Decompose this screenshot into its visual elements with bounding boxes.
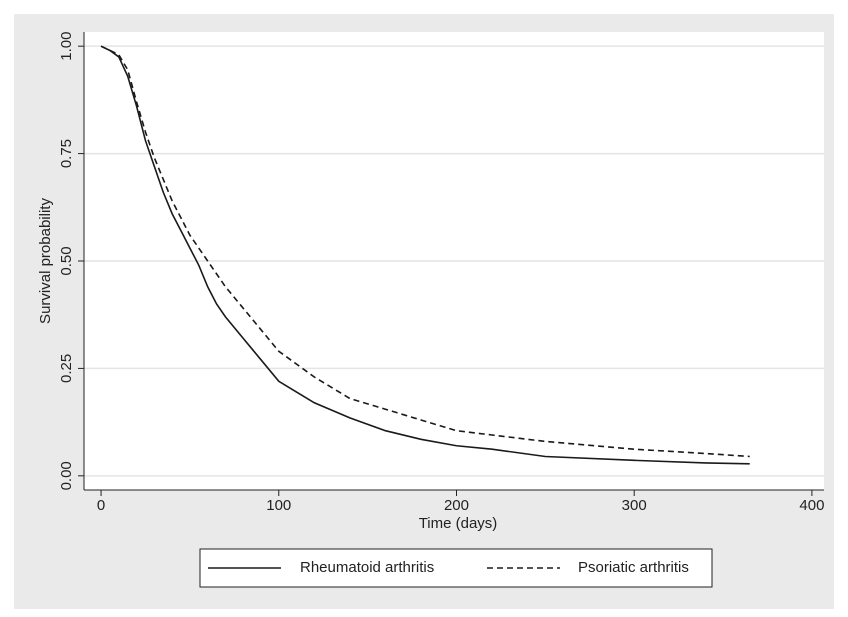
survival-curve [100,45,750,465]
y-tick-label: 1.00 [58,32,75,61]
y-tick-label: 0.00 [58,461,75,490]
x-tick-label: 0 [97,497,105,514]
x-tick-label: 400 [799,497,824,514]
x-tick-label: 200 [444,497,469,514]
legend-label: Rheumatoid arthritis [300,559,434,576]
legend-label: Psoriatic arthritis [578,559,689,576]
y-axis-label: Survival probability [37,198,54,324]
x-tick-label: 100 [266,497,291,514]
y-tick-label: 0.75 [58,139,75,168]
x-tick-label: 300 [622,497,647,514]
legend-box [199,548,713,588]
survival-curve [100,45,750,458]
y-tick-label: 0.25 [58,354,75,383]
x-axis-label: Time (days) [419,515,498,532]
y-tick-label: 0.50 [58,246,75,275]
